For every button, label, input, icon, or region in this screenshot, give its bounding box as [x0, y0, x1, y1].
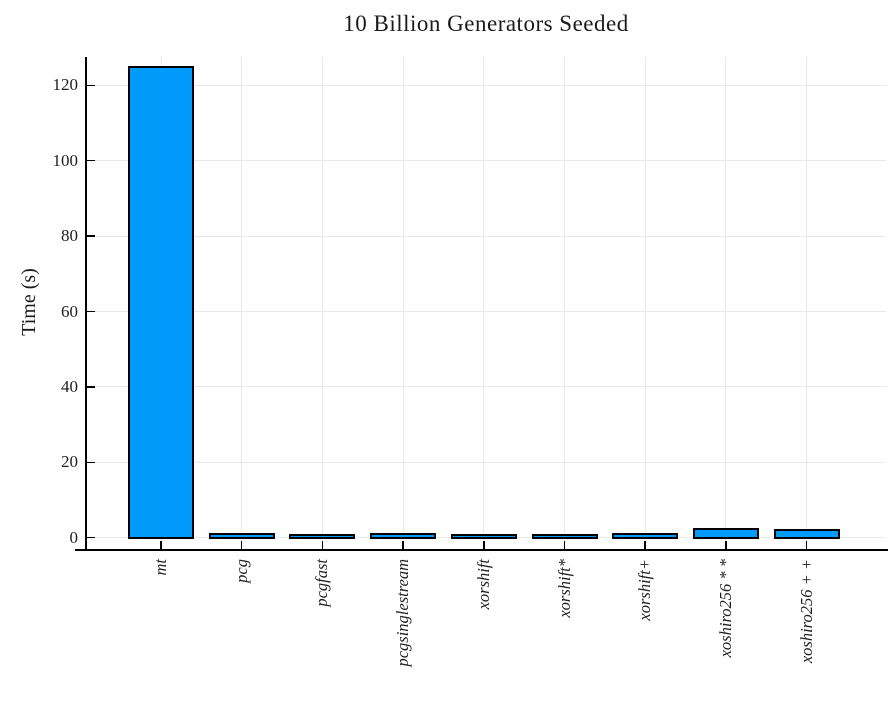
x-tick — [725, 540, 727, 549]
y-tick — [87, 310, 95, 313]
x-tick — [240, 540, 243, 549]
h-gridline — [86, 235, 886, 237]
bar — [531, 533, 598, 539]
v-gridline — [644, 57, 646, 550]
x-tick — [644, 540, 646, 549]
y-tick-label: 0 — [69, 527, 79, 547]
v-gridline — [241, 57, 243, 550]
bar — [450, 533, 517, 539]
bar — [289, 533, 356, 539]
v-gridline — [321, 57, 323, 550]
x-tick — [321, 540, 324, 549]
v-gridline — [483, 57, 485, 550]
v-gridline — [402, 57, 404, 550]
v-gridline — [806, 57, 808, 550]
y-tick — [87, 386, 95, 388]
v-gridline — [564, 57, 565, 550]
y-tick-label: 100 — [52, 150, 79, 170]
bar — [612, 533, 679, 539]
x-tick — [160, 540, 162, 549]
y-tick-label: 20 — [61, 452, 78, 472]
x-tick-label: pcgfast — [312, 559, 332, 607]
x-tick-label: xoshiro256 * * — [715, 559, 735, 658]
x-tick-label: xoshiro256 + + — [796, 559, 816, 664]
y-tick — [87, 84, 95, 87]
x-tick-label: xorshift* — [554, 559, 574, 618]
x-axis-spine — [75, 548, 888, 552]
x-tick-label: xorshift — [473, 559, 493, 610]
h-gridline — [86, 311, 886, 312]
x-tick — [805, 540, 808, 549]
y-tick-label: 120 — [52, 75, 79, 95]
v-gridline — [725, 57, 727, 550]
y-tick — [87, 235, 95, 237]
bar — [773, 528, 840, 539]
h-gridline — [86, 461, 886, 463]
h-gridline — [86, 386, 886, 388]
x-tick-label: xorshift+ — [635, 559, 655, 621]
x-tick-label: pcg — [231, 559, 251, 583]
y-tick — [87, 159, 95, 162]
y-tick-label: 60 — [61, 301, 78, 321]
bar — [692, 528, 759, 539]
y-tick — [87, 461, 95, 464]
y-axis-spine — [84, 57, 87, 551]
chart-title: 10 Billion Generators Seeded — [343, 11, 629, 36]
x-tick-label: mt — [151, 559, 170, 576]
x-tick-label: pcgsinglestream — [393, 559, 413, 667]
h-gridline — [86, 160, 886, 162]
y-tick — [87, 536, 95, 539]
bar — [370, 533, 437, 539]
h-gridline — [86, 84, 886, 86]
x-tick — [483, 540, 485, 549]
bar — [208, 533, 275, 539]
y-tick-label: 40 — [61, 376, 78, 396]
y-tick-label: 80 — [61, 226, 78, 246]
x-tick — [402, 540, 404, 549]
x-tick — [563, 540, 566, 549]
bar — [128, 66, 194, 539]
